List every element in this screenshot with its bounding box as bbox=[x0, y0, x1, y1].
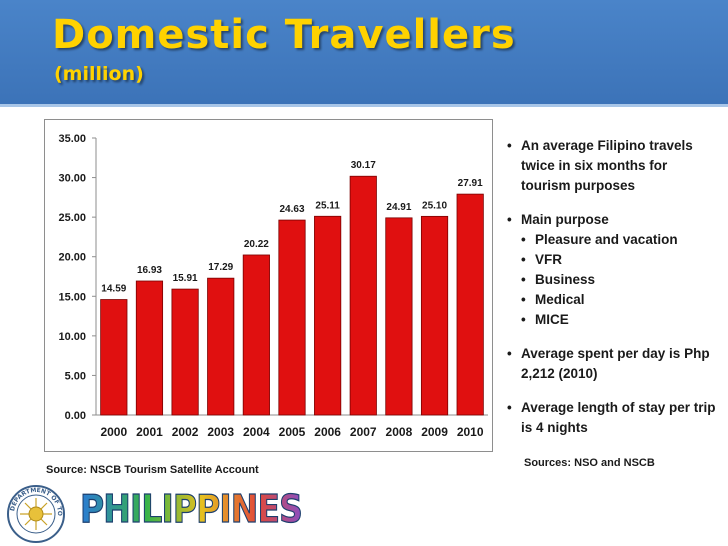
bar bbox=[278, 219, 306, 416]
bullet-main-purpose: Main purpose bbox=[507, 210, 717, 230]
slide-header: Domestic Travellers (million) bbox=[0, 0, 728, 107]
slide-title: Domestic Travellers bbox=[52, 12, 516, 58]
slide-subtitle: (million) bbox=[54, 63, 144, 85]
bullet-list: An average Filipino travels twice in six… bbox=[507, 136, 717, 452]
chart-frame: 0.00 5.00 10.00 15.00 20.00 25.00 30.00 35.00 14… bbox=[44, 119, 493, 452]
bullet-average-spent: Average spent per day is Php 2,212 (2010… bbox=[507, 344, 717, 384]
bar-chart: 0.00 5.00 10.00 15.00 20.00 25.00 30.00 35.00 14… bbox=[58, 133, 488, 439]
sub-bullet-pleasure: Pleasure and vacation bbox=[507, 230, 717, 250]
x-tick-label: 2000 bbox=[100, 425, 127, 439]
bar-value-label: 17.29 bbox=[208, 262, 233, 273]
bar-value-label: 14.59 bbox=[101, 284, 126, 295]
x-tick-label: 2010 bbox=[457, 425, 484, 439]
bar-value-label: 24.91 bbox=[386, 202, 411, 213]
sources-note-right: Sources: NSO and NSCB bbox=[524, 457, 655, 469]
x-tick-label: 2003 bbox=[207, 425, 234, 439]
y-tick-label: 30.00 bbox=[58, 173, 86, 185]
philippines-wordmark-icon: PHILIPPINES bbox=[79, 486, 303, 531]
bar-value-label: 25.11 bbox=[315, 200, 340, 211]
department-of-tourism-seal-icon: DEPARTMENT OF TOURISM bbox=[6, 484, 65, 543]
bar bbox=[314, 215, 342, 416]
x-tick-label: 2009 bbox=[421, 425, 448, 439]
bar bbox=[242, 254, 270, 416]
svg-text:PHILIPPINES: PHILIPPINES bbox=[80, 487, 302, 531]
bar bbox=[135, 280, 164, 416]
bullet-length-of-stay: Average length of stay per trip is 4 nig… bbox=[507, 398, 717, 438]
bar-value-label: 20.22 bbox=[244, 239, 269, 250]
bar bbox=[456, 193, 484, 416]
y-tick-label: 0.00 bbox=[65, 410, 86, 422]
x-tick-label: 2002 bbox=[172, 425, 199, 439]
x-tick-label: 2007 bbox=[350, 425, 377, 439]
bar-value-label: 30.17 bbox=[351, 160, 376, 171]
y-tick-label: 35.00 bbox=[58, 133, 86, 145]
x-tick-label: 2005 bbox=[279, 425, 306, 439]
bar-value-label: 25.10 bbox=[422, 200, 447, 211]
sources-note-left: Source: NSCB Tourism Satellite Account bbox=[46, 464, 259, 476]
sub-bullet-vfr: VFR bbox=[507, 250, 717, 270]
bar-value-label: 27.91 bbox=[458, 178, 483, 189]
bar-value-label: 24.63 bbox=[279, 204, 304, 215]
y-tick-label: 25.00 bbox=[58, 212, 86, 224]
purpose-sub-list: Pleasure and vacation VFR Business Medic… bbox=[507, 230, 717, 330]
bar-value-label: 16.93 bbox=[137, 265, 162, 276]
bar bbox=[420, 215, 449, 416]
bar-value-label: 15.91 bbox=[173, 273, 198, 284]
bullet-travel-frequency: An average Filipino travels twice in six… bbox=[507, 136, 717, 196]
x-tick-label: 2004 bbox=[243, 425, 270, 439]
sub-bullet-mice: MICE bbox=[507, 310, 717, 330]
bar bbox=[349, 175, 377, 416]
sub-bullet-business: Business bbox=[507, 270, 717, 290]
bar bbox=[207, 277, 235, 416]
y-tick-label: 10.00 bbox=[58, 331, 86, 343]
x-tick-label: 2001 bbox=[136, 425, 163, 439]
x-tick-label: 2008 bbox=[386, 425, 413, 439]
bar bbox=[171, 288, 199, 416]
bar bbox=[100, 299, 128, 416]
x-tick-label: 2006 bbox=[314, 425, 341, 439]
y-tick-label: 15.00 bbox=[58, 291, 86, 303]
y-tick-label: 5.00 bbox=[65, 370, 86, 382]
sub-bullet-medical: Medical bbox=[507, 290, 717, 310]
y-tick-label: 20.00 bbox=[58, 252, 86, 264]
bar bbox=[385, 217, 413, 416]
